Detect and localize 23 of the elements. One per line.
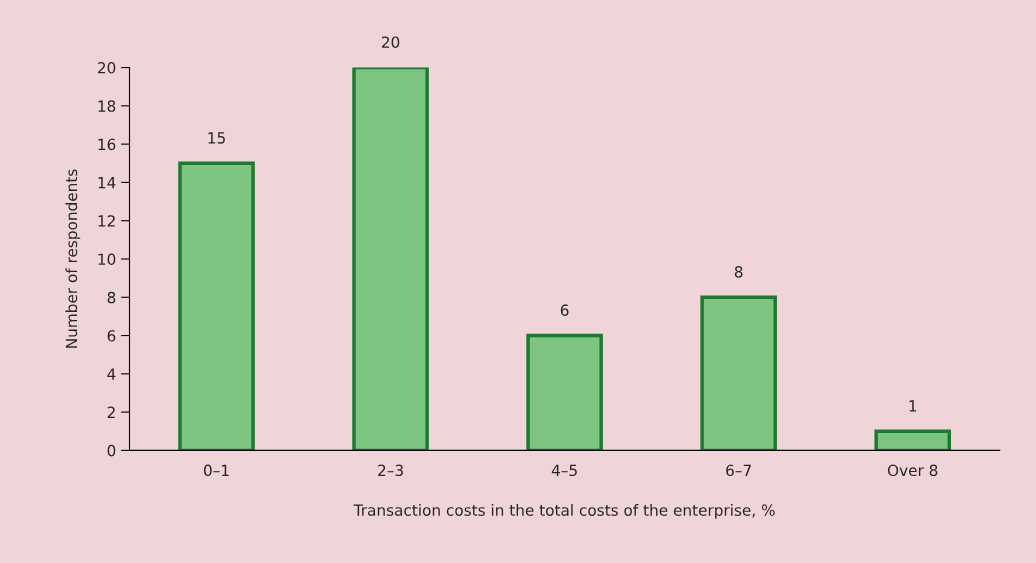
y-tick-label: 4 (107, 368, 116, 380)
data-label: 6 (560, 304, 569, 316)
x-tick-label: 6–7 (726, 464, 751, 477)
x-tick-label: 4–5 (551, 464, 577, 477)
y-tick-label: 16 (98, 138, 116, 151)
data-label: 15 (208, 132, 225, 144)
y-tick-label: 0 (107, 444, 116, 457)
data-label: 1 (909, 400, 917, 412)
y-tick-label: 20 (97, 62, 116, 74)
y-axis-title: Number of respondents (65, 169, 81, 348)
y-tick-label: 14 (98, 177, 116, 189)
y-tick-label: 8 (107, 291, 116, 304)
y-tick-label: 10 (98, 253, 116, 265)
x-tick-label: 0–1 (203, 464, 229, 477)
x-axis-title: Transaction costs in the total costs of the enterprise, % (353, 504, 775, 519)
x-tick-label: 2–3 (378, 464, 403, 477)
y-tick-label: 2 (107, 406, 115, 418)
x-tick-label: Over 8 (887, 464, 938, 477)
data-label: 20 (381, 36, 400, 48)
y-tick-label: 18 (98, 100, 116, 112)
data-label: 8 (734, 266, 743, 278)
y-tick-label: 6 (107, 330, 116, 342)
y-tick-label: 12 (98, 215, 115, 227)
